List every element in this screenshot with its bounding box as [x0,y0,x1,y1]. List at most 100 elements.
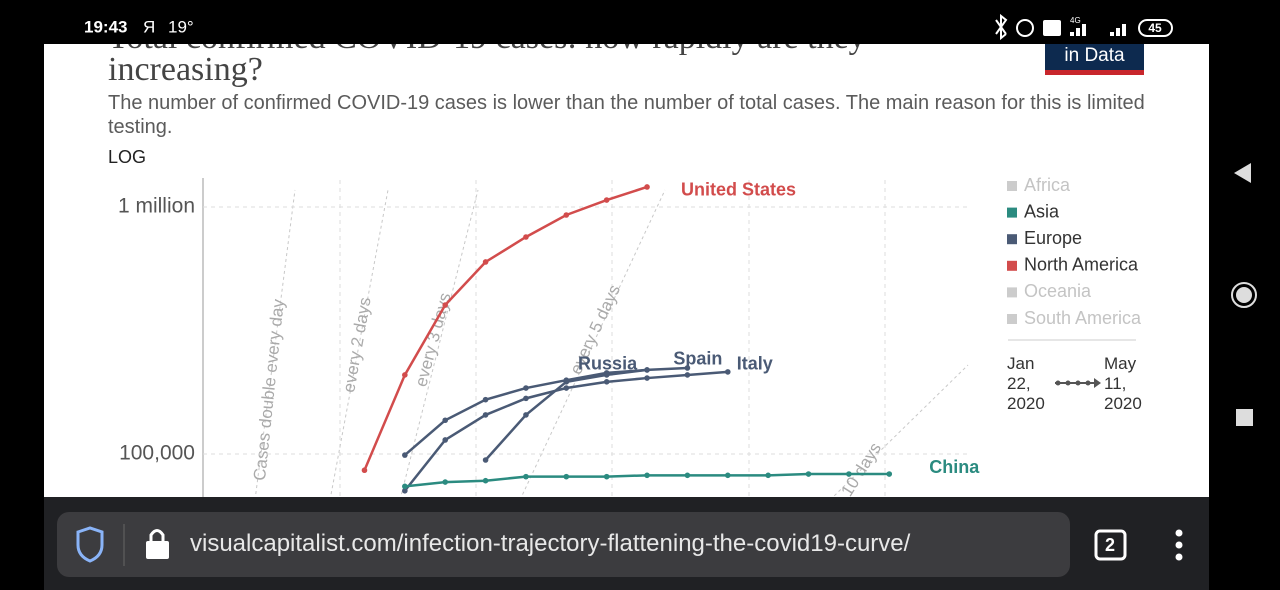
scale-toggle[interactable]: LOG [108,147,147,167]
guide-line [254,189,296,497]
time-arrow-head [1094,378,1101,388]
data-point [523,385,529,391]
data-point [563,212,570,218]
data-point [523,234,529,240]
data-point [442,417,449,424]
data-point [523,473,529,480]
data-point [684,372,691,378]
legend-swatch [1007,314,1017,324]
data-point [765,472,771,479]
lock-icon [146,541,169,559]
data-point [603,379,610,385]
battery-level: 45 [1148,21,1162,35]
logo[interactable]: in Data [1045,44,1144,75]
legend-swatch [1007,181,1017,191]
data-point [482,412,489,418]
data-point [482,457,489,463]
subtitle: The number of confirmed COVID-19 cases i… [108,92,1145,138]
data-point [563,385,570,391]
network-type: 4G [1070,16,1081,25]
data-point [482,259,489,265]
url-text[interactable]: visualcapitalist.com/infection-trajector… [190,530,911,557]
bluetooth-icon [995,13,1008,41]
data-point [684,472,691,479]
data-point [724,472,731,479]
legend-swatch [1007,287,1017,298]
menu-button[interactable] [1175,529,1183,561]
volte-icon [1043,20,1061,36]
clock: 19:43 [84,17,127,36]
lock-shackle [149,529,165,541]
data-point [523,412,529,418]
data-point [644,472,650,479]
y-tick-label: 1 million [118,195,195,218]
data-point [442,479,449,485]
data-point [603,473,610,480]
home-button-dot [1236,287,1252,303]
data-point [402,452,408,458]
address-bar[interactable] [57,512,1070,577]
tab-count: 2 [1105,535,1115,555]
data-point [442,302,449,308]
data-point [603,197,610,203]
tabs-button[interactable] [1094,529,1127,561]
legend-start-date: Jan 22, 2020 [1007,354,1045,413]
plot: Cases double every day every 2 days ever… [118,175,1142,497]
back-button[interactable] [1234,163,1251,183]
data-point [644,184,650,190]
legend-label: Africa [1024,175,1071,195]
series-line [363,185,648,471]
data-point [886,471,893,477]
data-point [603,370,610,376]
series-label: Spain [673,349,722,369]
legend-label: Oceania [1024,281,1092,301]
series-label: Russia [578,354,638,374]
legend-end-date: May 11, 2020 [1104,354,1142,413]
data-point [402,487,408,494]
guide-line [400,189,479,497]
data-point [684,365,691,371]
data-point [482,396,489,403]
series-label: Italy [737,354,773,374]
page-title: Total confirmed COVID-19 cases: how rapi… [108,44,866,88]
data-point [402,372,408,378]
data-point [644,375,650,381]
legend-label: North America [1024,255,1139,275]
time-arrow-dots [1055,380,1091,386]
legend-label: Europe [1024,228,1082,248]
guide-line [832,364,969,497]
home-button[interactable] [1231,282,1257,308]
series-label: United States [681,180,796,200]
doubling-guides [254,189,969,497]
chart: Cases double every day every 2 days ever… [118,175,1142,497]
series-label: China [929,457,980,477]
data-point [724,369,731,375]
data-point [805,471,812,477]
alarm-icon [1016,19,1034,37]
shield-icon[interactable] [76,526,104,563]
legend-swatch [1007,207,1017,218]
series-line [404,366,688,457]
data-point [644,367,650,373]
data-point [563,473,570,480]
data-point [846,471,852,477]
signal-icon [1070,24,1126,36]
battery-icon [1138,19,1173,37]
data-point [563,377,570,384]
legend-label: South America [1024,308,1142,328]
app-icon: Я [143,17,155,36]
legend-swatch [1007,234,1017,245]
guide-line [330,189,389,497]
data-point [482,477,489,484]
legend-swatch [1007,260,1017,271]
data-point [442,437,449,443]
web-page: Total confirmed COVID-19 cases: how rapi… [44,44,1209,497]
data-point [361,467,368,474]
y-tick-label: 100,000 [119,442,195,465]
recents-button[interactable] [1236,409,1253,426]
temperature: 19° [168,17,194,36]
legend-label: Asia [1024,201,1060,221]
